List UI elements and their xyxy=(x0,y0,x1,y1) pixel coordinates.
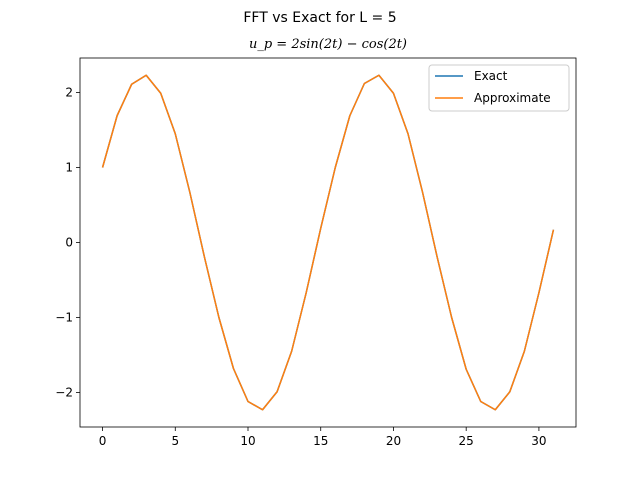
legend: Exact Approximate xyxy=(428,64,570,112)
x-tick-label: 10 xyxy=(240,434,255,448)
y-tick-label: −1 xyxy=(55,311,73,325)
plot-lines xyxy=(101,74,555,411)
y-tick-label: 0 xyxy=(65,236,73,250)
series-line-approximate xyxy=(101,74,555,411)
x-tick-label: 20 xyxy=(386,434,401,448)
x-axis: 0 5 10 15 20 25 30 xyxy=(99,427,547,448)
legend-box xyxy=(428,64,570,112)
x-tick-label: 5 xyxy=(171,434,179,448)
chart-subtitle: u_p = 2sin(2t) − cos(2t) xyxy=(249,37,407,52)
y-tick-label: −2 xyxy=(55,386,73,400)
x-tick-label: 0 xyxy=(99,434,107,448)
chart-title: FFT vs Exact for L = 5 xyxy=(243,10,396,26)
x-tick-label: 30 xyxy=(531,434,546,448)
y-tick-label: 1 xyxy=(65,161,73,175)
y-axis: −2 −1 0 1 2 xyxy=(55,86,80,400)
legend-label-exact: Exact xyxy=(474,69,508,83)
y-tick-label: 2 xyxy=(65,86,73,100)
x-tick-label: 15 xyxy=(313,434,328,448)
x-tick-label: 25 xyxy=(459,434,474,448)
series-line-exact xyxy=(101,74,555,411)
legend-label-approximate: Approximate xyxy=(474,91,551,105)
plot-frame xyxy=(79,57,577,428)
